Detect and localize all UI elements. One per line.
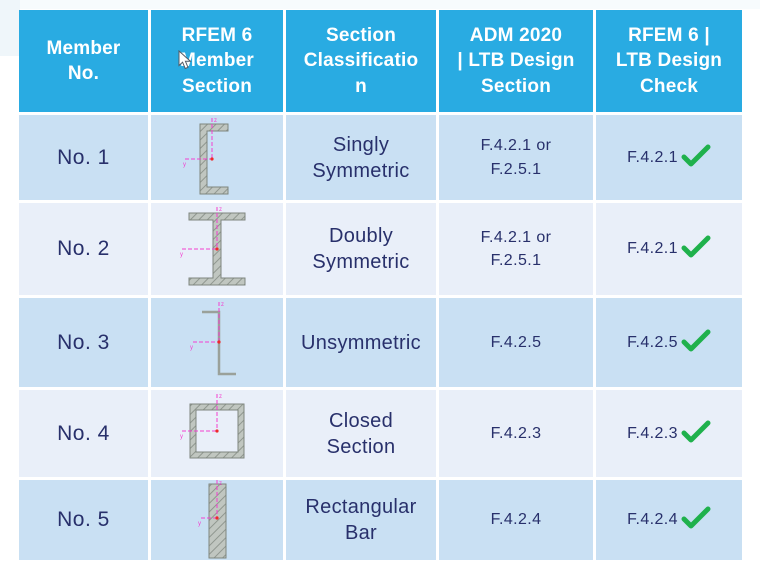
member-no-cell: No. 1 bbox=[19, 115, 148, 200]
ltb-design-table: Member No. RFEM 6 Member Section Section… bbox=[19, 10, 742, 560]
adm-section-cell: F.4.2.3 bbox=[439, 390, 593, 477]
classification-cell: Unsymmetric bbox=[286, 298, 436, 387]
check-icon bbox=[681, 329, 711, 351]
i-section-icon: z y bbox=[180, 207, 246, 286]
rfem-check-cell: F.4.2.4 bbox=[596, 480, 742, 560]
rfem-check-cell: F.4.2.5 bbox=[596, 298, 742, 387]
z-section-icon: z y bbox=[190, 301, 236, 375]
check-icon bbox=[681, 144, 711, 166]
check-icon bbox=[681, 235, 711, 258]
svg-text:y: y bbox=[180, 434, 183, 440]
check-icon bbox=[681, 420, 711, 442]
adm-section-cell: F.4.2.1 or F.2.5.1 bbox=[439, 203, 593, 295]
svg-text:y: y bbox=[198, 521, 201, 527]
rfem-check-cell: F.4.2.1 bbox=[596, 115, 742, 200]
corner-background-tint bbox=[0, 0, 20, 56]
svg-text:z: z bbox=[221, 302, 224, 308]
cursor-icon bbox=[178, 50, 192, 70]
check-code: F.4.2.3 bbox=[627, 424, 678, 442]
square-hollow-section-drawing: z y bbox=[151, 390, 283, 477]
check-code: F.4.2.5 bbox=[627, 333, 678, 351]
rectangular-bar-drawing: z y bbox=[151, 480, 283, 560]
rfem-check-cell: F.4.2.3 bbox=[596, 390, 742, 477]
adm-section-cell: F.4.2.1 or F.2.5.1 bbox=[439, 115, 593, 200]
classification-cell: Rectangular Bar bbox=[286, 480, 436, 560]
channel-section-drawing: z y bbox=[151, 115, 283, 200]
header-section-classification: Section Classificatio n bbox=[286, 10, 436, 112]
adm-section-cell: F.4.2.5 bbox=[439, 298, 593, 387]
check-code: F.4.2.4 bbox=[627, 511, 678, 528]
svg-text:z: z bbox=[219, 394, 222, 400]
adm-section-cell: F.4.2.4 bbox=[439, 480, 593, 560]
member-no-cell: No. 3 bbox=[19, 298, 148, 387]
classification-cell: Doubly Symmetric bbox=[286, 203, 436, 295]
z-section-drawing: z y bbox=[151, 298, 283, 387]
member-no-cell: No. 5 bbox=[19, 480, 148, 560]
classification-cell: Closed Section bbox=[286, 390, 436, 477]
top-background-tint bbox=[0, 0, 760, 9]
svg-text:z: z bbox=[219, 481, 222, 487]
svg-text:y: y bbox=[190, 345, 193, 351]
header-rfem-member-section: RFEM 6 Member Section bbox=[151, 10, 283, 112]
rectangular-bar-icon: z y bbox=[198, 480, 227, 559]
square-hollow-section-icon: z y bbox=[180, 393, 245, 458]
svg-text:z: z bbox=[214, 118, 217, 124]
i-section-drawing: z y bbox=[151, 203, 283, 295]
member-no-cell: No. 2 bbox=[19, 203, 148, 295]
svg-text:y: y bbox=[180, 252, 183, 258]
header-rfem-ltb-design-check: RFEM 6 | LTB Design Check bbox=[596, 10, 742, 112]
svg-text:z: z bbox=[219, 207, 222, 213]
check-code: F.4.2.1 bbox=[627, 148, 678, 166]
channel-section-icon: z y bbox=[183, 117, 229, 194]
check-icon bbox=[681, 506, 711, 529]
classification-cell: Singly Symmetric bbox=[286, 115, 436, 200]
check-code: F.4.2.1 bbox=[627, 240, 678, 257]
header-adm-ltb-design-section: ADM 2020 | LTB Design Section bbox=[439, 10, 593, 112]
svg-text:y: y bbox=[183, 162, 186, 168]
rfem-check-cell: F.4.2.1 bbox=[596, 203, 742, 295]
member-no-cell: No. 4 bbox=[19, 390, 148, 477]
header-member-no: Member No. bbox=[19, 10, 148, 112]
